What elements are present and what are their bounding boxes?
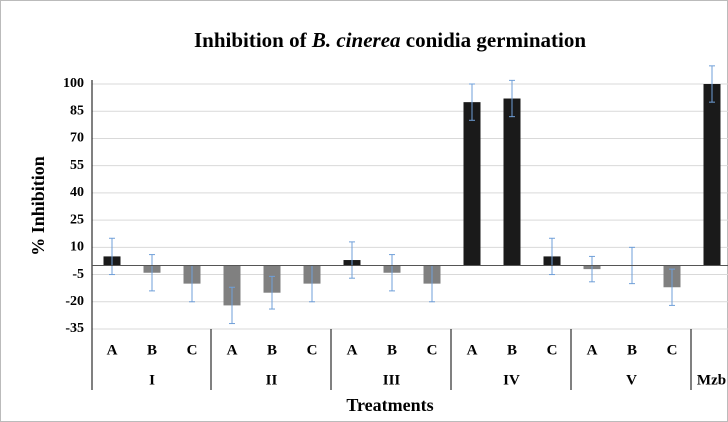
group-label: V <box>626 372 637 388</box>
y-tick-label: 85 <box>70 103 84 118</box>
x-tick-label: C <box>667 342 678 358</box>
group-label: IV <box>503 372 520 388</box>
x-tick-label: A <box>587 342 598 358</box>
bar <box>463 102 481 266</box>
x-tick-label: C <box>427 342 438 358</box>
x-tick-label: A <box>107 342 118 358</box>
x-tick-label: C <box>547 342 558 358</box>
y-tick-label: 25 <box>70 212 84 227</box>
title-part: Inhibition of <box>194 28 312 52</box>
x-tick-label: A <box>227 342 238 358</box>
title-part: conidia germination <box>401 28 587 52</box>
y-tick-label: -20 <box>65 294 84 309</box>
x-tick-label: A <box>467 342 478 358</box>
x-axis-label: Treatments <box>346 395 433 415</box>
group-label: III <box>383 372 401 388</box>
x-tick-label: C <box>187 342 198 358</box>
bar <box>703 84 721 266</box>
group-label: Mzb <box>697 372 726 388</box>
y-tick-label: -35 <box>65 321 84 336</box>
x-tick-label: A <box>347 342 358 358</box>
chart-title: Inhibition of B. cinerea conidia germina… <box>194 28 586 52</box>
y-tick-label: 10 <box>70 240 84 255</box>
y-tick-label: 55 <box>70 158 84 173</box>
x-tick-label: B <box>147 342 157 358</box>
title-part: B. cinerea <box>311 28 401 52</box>
bar <box>223 265 241 306</box>
y-tick-label: -5 <box>72 267 84 282</box>
group-label: I <box>149 372 155 388</box>
group-label: II <box>266 372 278 388</box>
bar <box>503 98 521 266</box>
x-tick-label: B <box>267 342 277 358</box>
y-tick-label: 100 <box>63 76 84 91</box>
x-tick-label: C <box>307 342 318 358</box>
x-tick-label: B <box>387 342 397 358</box>
y-tick-label: 70 <box>70 131 84 146</box>
x-tick-label: B <box>507 342 517 358</box>
y-tick-label: 40 <box>70 185 84 200</box>
x-tick-label: B <box>627 342 637 358</box>
y-axis-label: % Inhibition <box>28 156 48 256</box>
